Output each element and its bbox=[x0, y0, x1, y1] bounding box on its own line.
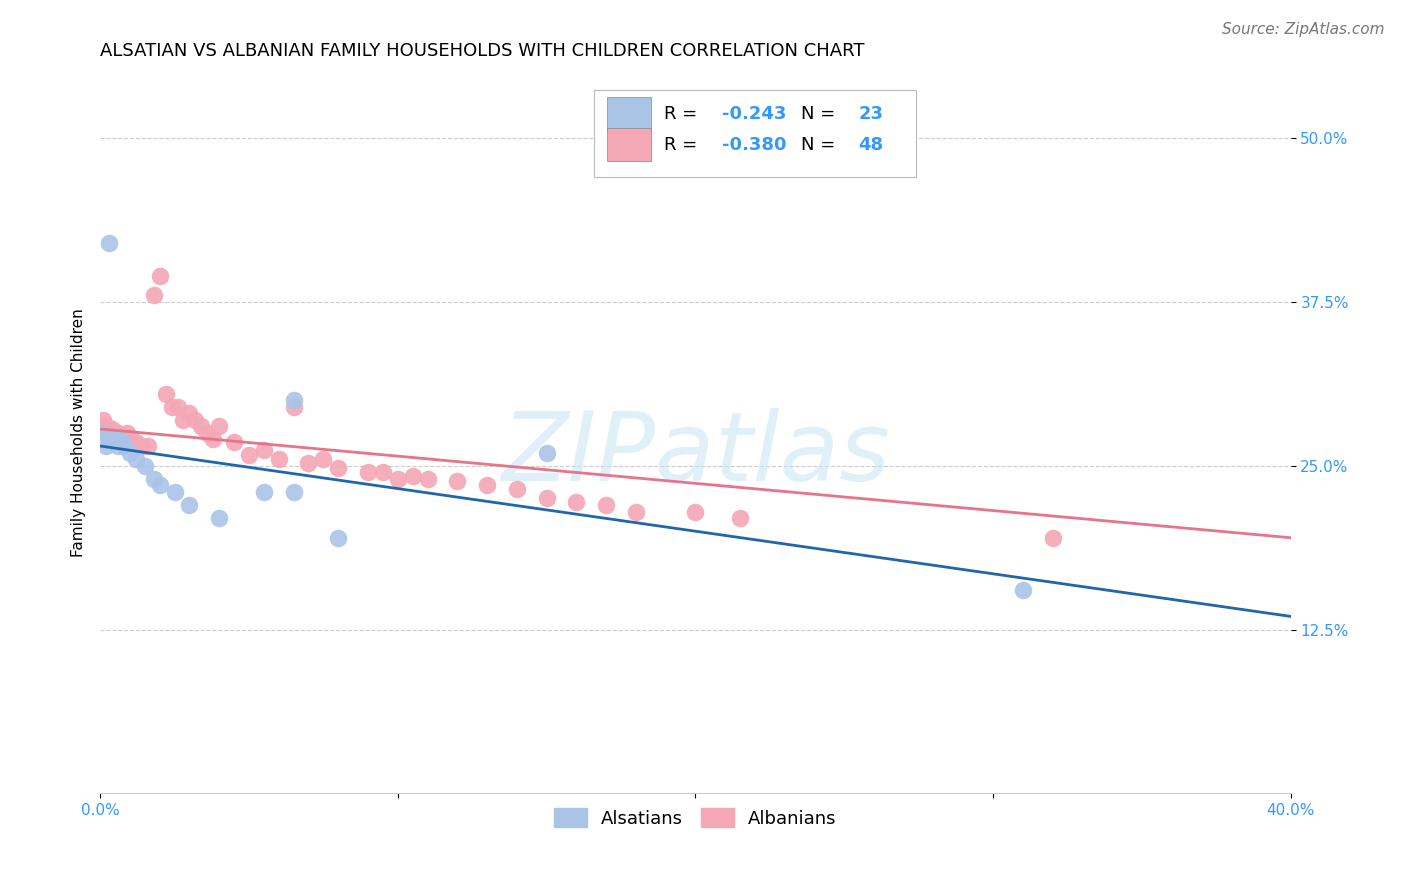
Point bbox=[195, 425, 218, 440]
Point bbox=[446, 475, 468, 489]
Point bbox=[283, 484, 305, 499]
Point bbox=[112, 439, 135, 453]
Point bbox=[155, 386, 177, 401]
Point bbox=[624, 504, 647, 518]
Point bbox=[283, 400, 305, 414]
Point bbox=[142, 472, 165, 486]
Point bbox=[371, 465, 394, 479]
Text: N =: N = bbox=[801, 136, 841, 153]
Point bbox=[110, 433, 132, 447]
Point bbox=[202, 433, 225, 447]
Point bbox=[131, 439, 153, 453]
Point bbox=[190, 419, 212, 434]
Point bbox=[110, 430, 132, 444]
Point bbox=[118, 430, 141, 444]
Text: 48: 48 bbox=[859, 136, 883, 153]
Point bbox=[107, 425, 129, 440]
Text: N =: N = bbox=[801, 105, 841, 123]
Point bbox=[101, 422, 124, 436]
Point bbox=[91, 413, 114, 427]
Point bbox=[328, 461, 350, 475]
Point bbox=[565, 495, 588, 509]
Point bbox=[118, 445, 141, 459]
Point bbox=[401, 469, 423, 483]
Text: Source: ZipAtlas.com: Source: ZipAtlas.com bbox=[1222, 22, 1385, 37]
Point bbox=[238, 448, 260, 462]
Point bbox=[685, 504, 707, 518]
Text: ALSATIAN VS ALBANIAN FAMILY HOUSEHOLDS WITH CHILDREN CORRELATION CHART: ALSATIAN VS ALBANIAN FAMILY HOUSEHOLDS W… bbox=[100, 42, 865, 60]
Text: -0.380: -0.380 bbox=[721, 136, 786, 153]
Point bbox=[115, 425, 138, 440]
Point bbox=[98, 235, 121, 250]
Legend: Alsatians, Albanians: Alsatians, Albanians bbox=[547, 801, 844, 835]
Point bbox=[208, 419, 231, 434]
Text: -0.243: -0.243 bbox=[721, 105, 786, 123]
Point bbox=[1042, 531, 1064, 545]
Point bbox=[107, 439, 129, 453]
Point bbox=[94, 439, 117, 453]
Point bbox=[253, 442, 276, 457]
Point bbox=[312, 452, 335, 467]
Point bbox=[125, 435, 148, 450]
Point bbox=[125, 452, 148, 467]
Point bbox=[357, 465, 380, 479]
Point bbox=[475, 478, 498, 492]
Text: R =: R = bbox=[665, 136, 703, 153]
Point bbox=[134, 458, 156, 473]
Point bbox=[728, 511, 751, 525]
Point bbox=[160, 400, 183, 414]
Point bbox=[163, 484, 186, 499]
Point bbox=[179, 498, 201, 512]
Point bbox=[149, 268, 172, 283]
Point bbox=[416, 472, 439, 486]
Point bbox=[595, 498, 617, 512]
Point bbox=[149, 478, 172, 492]
Point bbox=[1011, 583, 1033, 598]
Point bbox=[253, 484, 276, 499]
Point bbox=[208, 511, 231, 525]
Point bbox=[98, 425, 121, 440]
Point bbox=[184, 413, 207, 427]
Point bbox=[297, 456, 319, 470]
Point bbox=[387, 472, 409, 486]
Point bbox=[328, 531, 350, 545]
Text: R =: R = bbox=[665, 105, 703, 123]
Point bbox=[179, 406, 201, 420]
Point bbox=[172, 413, 194, 427]
Point bbox=[536, 445, 558, 459]
FancyBboxPatch shape bbox=[595, 90, 915, 177]
Point bbox=[104, 433, 127, 447]
Point bbox=[91, 425, 114, 440]
FancyBboxPatch shape bbox=[607, 97, 651, 131]
Point bbox=[101, 433, 124, 447]
Point bbox=[98, 433, 121, 447]
Point bbox=[166, 400, 188, 414]
Point bbox=[283, 393, 305, 408]
Point bbox=[536, 491, 558, 506]
Y-axis label: Family Households with Children: Family Households with Children bbox=[72, 309, 86, 558]
Point bbox=[104, 430, 127, 444]
Point bbox=[267, 452, 290, 467]
Point bbox=[94, 419, 117, 434]
Text: ZIPatlas: ZIPatlas bbox=[501, 408, 890, 501]
Point bbox=[142, 288, 165, 302]
Point bbox=[136, 439, 159, 453]
Point bbox=[112, 435, 135, 450]
FancyBboxPatch shape bbox=[607, 128, 651, 161]
Point bbox=[222, 435, 245, 450]
Text: 23: 23 bbox=[859, 105, 883, 123]
Point bbox=[506, 482, 529, 496]
